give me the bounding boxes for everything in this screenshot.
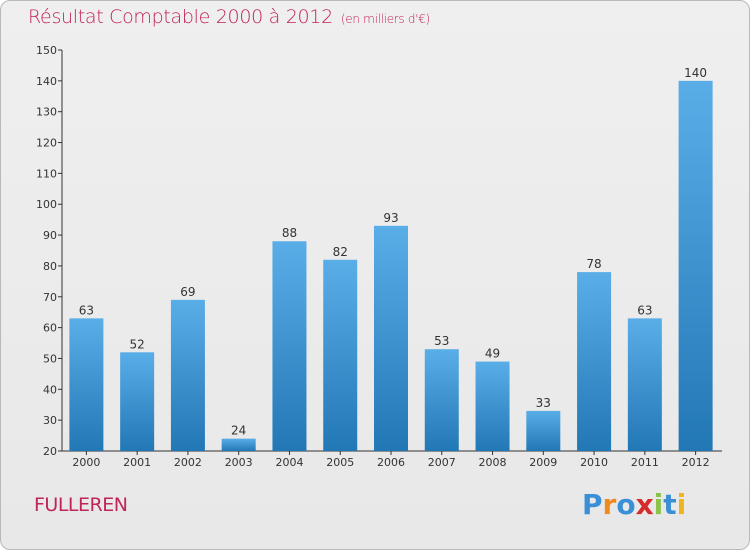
logo-letter: i: [653, 488, 664, 521]
logo-letter: i: [676, 488, 687, 521]
x-tick-label: 2010: [580, 456, 608, 469]
logo-letter: o: [616, 488, 636, 521]
data-label-2011: 63: [637, 303, 652, 317]
y-tick-label: 40: [43, 383, 57, 396]
data-label-2009: 33: [536, 396, 551, 410]
y-tick-label: 120: [36, 137, 57, 150]
data-label-2000: 63: [79, 303, 94, 317]
x-tick-label: 2009: [529, 456, 557, 469]
bar-2011: [627, 318, 662, 451]
data-label-2010: 78: [586, 257, 601, 271]
x-tick-label: 2000: [72, 456, 100, 469]
data-label-2012: 140: [684, 66, 707, 80]
y-tick-label: 50: [43, 352, 57, 365]
bar-2006: [374, 225, 408, 451]
bar-2002: [170, 299, 205, 451]
bar-2008: [475, 361, 510, 451]
y-tick-label: 90: [43, 229, 57, 242]
bar-2005: [323, 259, 358, 451]
chart-subtitle: (en milliers d'€): [340, 12, 430, 26]
chart-title-text: Résultat Comptable 2000 à 2012: [28, 6, 333, 28]
x-tick-label: 2003: [225, 456, 253, 469]
data-label-2004: 88: [282, 226, 297, 240]
chart-bars: [69, 80, 713, 451]
x-tick-label: 2006: [377, 456, 405, 469]
y-tick-label: 130: [36, 106, 57, 119]
data-label-2003: 24: [231, 424, 246, 438]
logo-letter: t: [663, 488, 677, 521]
proxiti-logo: Proxiti: [582, 488, 686, 521]
y-tick-label: 70: [43, 291, 57, 304]
chart-title: Résultat Comptable 2000 à 2012 (en millie…: [28, 6, 430, 28]
y-tick-label: 60: [43, 322, 57, 335]
chart-axes: 20 30 40 50 60 70 80 90 100 110 120 130 140 150 2000 20…: [36, 44, 722, 469]
logo-letter: r: [602, 488, 617, 521]
bar-2009: [526, 410, 561, 451]
bar-2010: [577, 272, 612, 451]
y-tick-label: 150: [36, 44, 57, 57]
data-label-2007: 53: [434, 334, 449, 348]
bar-2012: [678, 80, 713, 451]
bar-2001: [120, 352, 155, 451]
y-tick-label: 110: [36, 167, 57, 180]
x-tick-label: 2012: [682, 456, 710, 469]
y-tick-label: 20: [43, 445, 57, 458]
x-tick-label: 2002: [174, 456, 202, 469]
data-label-2006: 93: [383, 211, 398, 225]
bar-2000: [69, 318, 104, 451]
logo-letter: P: [582, 488, 603, 521]
data-label-2005: 82: [333, 245, 348, 259]
x-tick-label: 2008: [479, 456, 507, 469]
x-tick-label: 2001: [123, 456, 151, 469]
data-label-2002: 69: [180, 285, 195, 299]
x-tick-label: 2007: [428, 456, 456, 469]
x-tick-label: 2011: [631, 456, 659, 469]
x-tick-label: 2004: [275, 456, 303, 469]
y-tick-label: 140: [36, 75, 57, 88]
chart-data-labels: 63 52 69 24 88 82 93 53 49 33 78 63 140: [79, 66, 707, 438]
y-tick-label: 80: [43, 260, 57, 273]
x-tick-label: 2005: [326, 456, 354, 469]
bar-2007: [424, 349, 459, 451]
data-label-2008: 49: [485, 347, 500, 361]
bar-2003: [221, 438, 256, 451]
data-label-2001: 52: [130, 337, 145, 351]
y-tick-label: 30: [43, 414, 57, 427]
logo-letter: x: [635, 488, 654, 521]
y-tick-label: 100: [36, 198, 57, 211]
bar-2004: [272, 241, 307, 451]
commune-name: FULLEREN: [34, 494, 128, 516]
